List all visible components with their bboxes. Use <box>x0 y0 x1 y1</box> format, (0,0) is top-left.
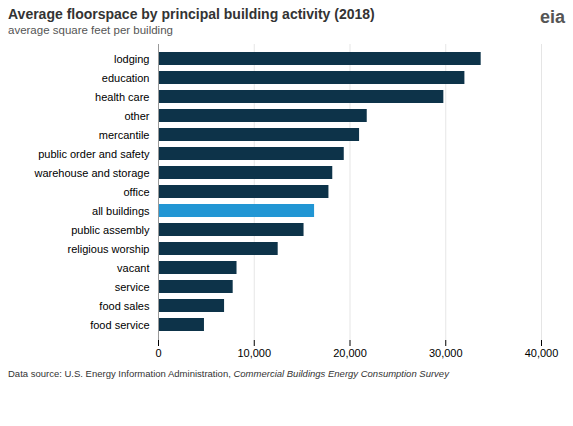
svg-text:warehouse and storage: warehouse and storage <box>34 167 150 179</box>
html-text:average square feet per buildi: average square feet per building <box>8 24 173 36</box>
html-text:eia: eia <box>540 7 565 27</box>
svg-text:education: education <box>102 72 150 84</box>
svg-text:vacant: vacant <box>117 262 149 274</box>
svg-text:health care: health care <box>95 91 149 103</box>
svg-text:food sales: food sales <box>99 300 150 312</box>
svg-text:lodging: lodging <box>114 53 149 65</box>
svg-text:religious worship: religious worship <box>68 243 150 255</box>
svg-text:public assembly: public assembly <box>71 224 150 236</box>
svg-text:10,000: 10,000 <box>237 347 271 359</box>
svg-text:30,000: 30,000 <box>429 347 463 359</box>
html-text:Average floorspace by principa: Average floorspace by principal building… <box>8 6 375 22</box>
svg-text:all buildings: all buildings <box>92 205 150 217</box>
svg-text:office: office <box>123 186 149 198</box>
svg-text:other: other <box>124 110 149 122</box>
svg-text:service: service <box>115 281 150 293</box>
svg-text:40,000: 40,000 <box>525 347 559 359</box>
svg-text:food service: food service <box>90 319 149 331</box>
svg-text:20,000: 20,000 <box>333 347 367 359</box>
svg-text:mercantile: mercantile <box>99 129 150 141</box>
svg-text:0: 0 <box>155 347 161 359</box>
html-text:Data source: U.S. Energy Infor: Data source: U.S. Energy Information Adm… <box>8 368 449 379</box>
svg-text:public order and safety: public order and safety <box>38 148 150 160</box>
